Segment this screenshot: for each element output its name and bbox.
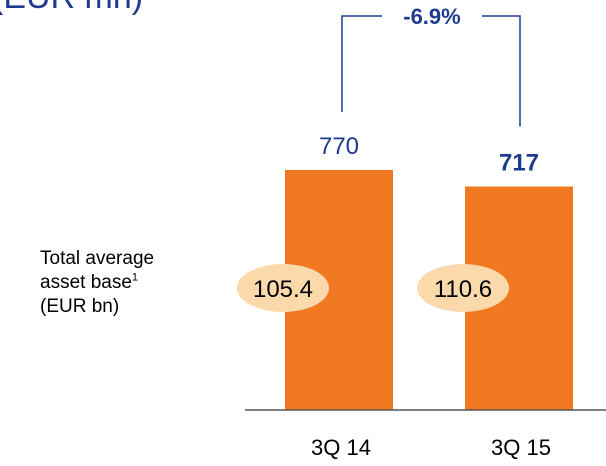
- side-label-line-1: Total average: [40, 248, 155, 269]
- bar-value-label-2: 717: [499, 150, 539, 177]
- asset-base-value-1: 105.4: [253, 276, 313, 303]
- bar-value-label-1: 770: [319, 133, 359, 160]
- change-bracket: [341, 15, 521, 127]
- bars-layer: 770 105.4 3Q 14 717 110.6 3Q 15: [237, 133, 573, 460]
- asset-base-ellipse-2: [417, 264, 509, 312]
- side-label: Total average asset base1 (EUR bn): [40, 247, 154, 319]
- page-title: (EUR mn): [0, 0, 143, 17]
- change-label-background: [382, 2, 482, 30]
- x-tick-label-2: 3Q 15: [491, 435, 551, 460]
- side-label-line-3: (EUR bn): [40, 296, 120, 317]
- change-label: -6.9%: [403, 4, 460, 29]
- side-label-line-2: asset base1: [40, 271, 154, 295]
- asset-base-value-2: 110.6: [434, 276, 492, 303]
- asset-base-ellipse-1: [237, 264, 329, 312]
- side-label-line-2-text: asset base: [40, 272, 132, 293]
- footnote-marker: 1: [131, 271, 139, 284]
- x-tick-label-1: 3Q 14: [311, 435, 371, 460]
